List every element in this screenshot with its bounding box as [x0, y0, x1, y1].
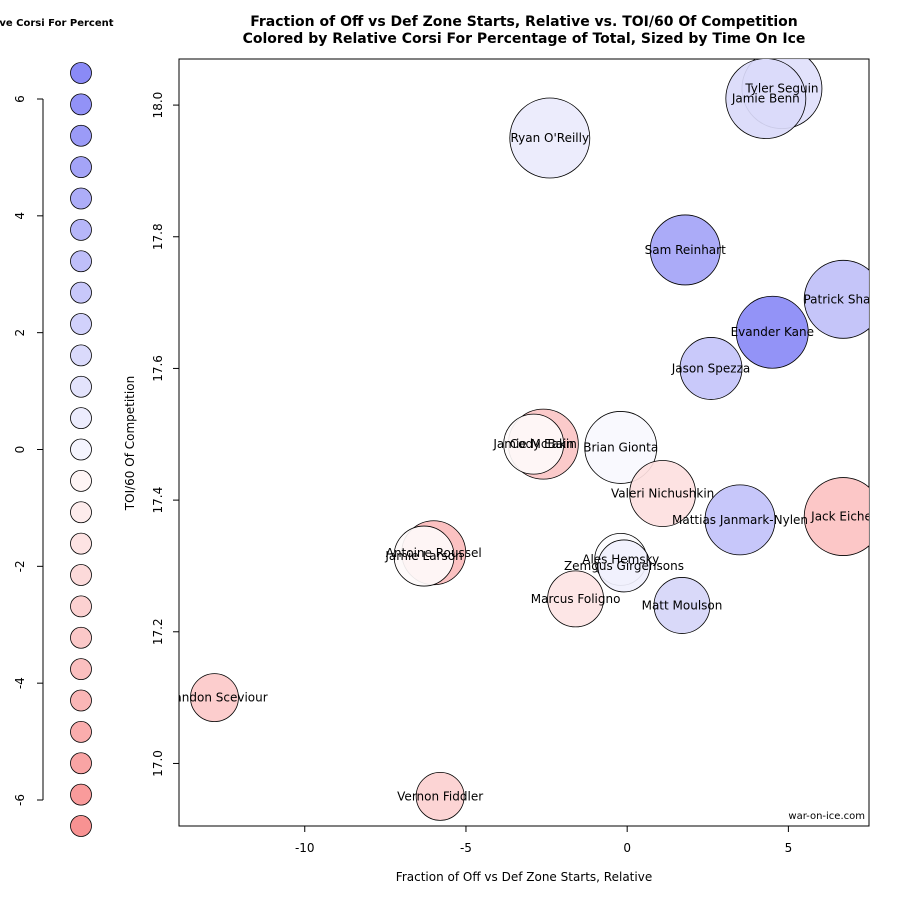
plot-frame — [178, 58, 870, 827]
x-axis-label: Fraction of Off vs Def Zone Starts, Rela… — [396, 870, 652, 884]
legend-swatch — [70, 93, 92, 116]
legend-swatch — [70, 250, 92, 273]
bubble-label: Evander Kane — [731, 325, 814, 339]
legend-swatch — [70, 156, 92, 179]
legend-tick-label: 4 — [13, 212, 27, 220]
bubble-label: Tyler Seguin — [744, 82, 818, 96]
bubble-label: Mattias Janmark-Nylen — [672, 513, 808, 527]
legend-tick-label: -6 — [13, 794, 27, 806]
bubble-label: Ryan O'Reilly — [510, 131, 589, 145]
legend-swatch — [70, 218, 92, 241]
legend-swatch — [70, 501, 92, 524]
bubble-label: Jack Eichel — [810, 510, 875, 524]
bubble-label: Antoine Roussel — [386, 546, 482, 560]
y-tick-label: 17.0 — [151, 750, 165, 777]
x-axis: -10 -5 0 5 — [295, 826, 792, 855]
x-tick-label: -5 — [460, 841, 472, 855]
legend-swatch — [70, 658, 92, 681]
legend-swatch — [70, 689, 92, 712]
legend-swatch — [70, 281, 92, 304]
x-tick-label: 5 — [785, 841, 793, 855]
y-tick-label: 18.0 — [151, 92, 165, 119]
legend-title: Relative Corsi For Percent — [0, 18, 114, 29]
bubble — [735, 295, 809, 369]
bubble-label: Brian Gionta — [583, 440, 658, 454]
legend-swatch — [70, 783, 92, 806]
y-axis: 17.0 17.2 17.4 17.6 17.8 18.0 — [151, 92, 179, 777]
bubble — [653, 577, 711, 634]
legend-tick-label: 2 — [13, 329, 27, 337]
legend-axis: 6 4 2 0 -2 -4 -6 — [13, 95, 44, 806]
bubble-label: Jason Spezza — [671, 361, 750, 375]
bubble-label: Brandon Sceviour — [161, 691, 267, 705]
bubble — [803, 477, 869, 556]
legend-swatch — [70, 595, 92, 618]
legend-tick-label: -4 — [13, 677, 27, 689]
legend-swatch — [70, 313, 92, 335]
y-tick-label: 17.6 — [151, 355, 165, 382]
y-axis-label: TOI/60 Of Competition — [123, 376, 137, 511]
legend-tick-label: 0 — [13, 446, 27, 454]
bubble — [503, 413, 565, 475]
bubble-label: Valeri Nichushkin — [611, 487, 714, 501]
bubble-label: Zemgus Girgensons — [564, 559, 684, 573]
y-tick-label: 17.4 — [151, 487, 165, 514]
bubble-label: Marcus Foligno — [531, 592, 621, 606]
legend-swatch — [70, 532, 92, 555]
legend-swatch — [70, 344, 92, 367]
bubble — [509, 97, 591, 179]
bubble-label: Jamie McBain — [492, 437, 574, 451]
legend-swatch — [70, 62, 92, 84]
legend-swatch — [70, 564, 92, 586]
legend-tick-label: 6 — [13, 95, 27, 103]
bubble-label: Jamie Benn — [731, 92, 800, 106]
x-tick-label: 0 — [623, 841, 631, 855]
bubble — [649, 214, 721, 286]
bubble-label: Matt Moulson — [642, 598, 723, 612]
legend-swatch — [70, 720, 92, 743]
y-tick-label: 17.8 — [151, 223, 165, 250]
legend-swatch — [70, 187, 92, 210]
legend-swatch — [70, 407, 92, 430]
bubble-label: Cody Eakin — [510, 437, 577, 451]
bubble — [584, 411, 658, 484]
y-tick-label: 17.2 — [151, 618, 165, 645]
bubble — [415, 771, 465, 821]
legend-swatch — [70, 438, 92, 461]
bubble — [393, 525, 455, 587]
bubble-label: Vernon Fiddler — [397, 789, 483, 803]
legend-swatch — [70, 375, 92, 398]
chart-title: Fraction of Off vs Def Zone Starts, Rela… — [250, 14, 798, 30]
legend-swatch — [70, 626, 92, 649]
legend-swatches — [70, 62, 92, 837]
bubble-label: Jamie Larson — [384, 549, 462, 563]
bubble-label: Sam Reinhart — [645, 243, 726, 257]
legend-swatch — [70, 124, 92, 147]
chart-subtitle: Colored by Relative Corsi For Percentage… — [243, 31, 806, 47]
legend-swatch — [70, 752, 92, 775]
bubble-label: Patrick Sharp — [803, 292, 883, 306]
bubble — [547, 570, 604, 628]
bubble — [629, 460, 697, 527]
legend-tick-label: -2 — [13, 560, 27, 572]
bubble — [597, 539, 651, 593]
legend-swatch — [70, 469, 92, 492]
bubble — [704, 484, 776, 556]
bubble — [190, 673, 239, 723]
legend-swatch — [70, 815, 92, 837]
x-tick-label: -10 — [295, 841, 315, 855]
bubble — [725, 59, 807, 139]
watermark: war-on-ice.com — [788, 811, 865, 822]
bubble — [679, 337, 743, 400]
bubble — [803, 259, 869, 339]
bubble-label: Ales Hemsky — [582, 552, 659, 566]
